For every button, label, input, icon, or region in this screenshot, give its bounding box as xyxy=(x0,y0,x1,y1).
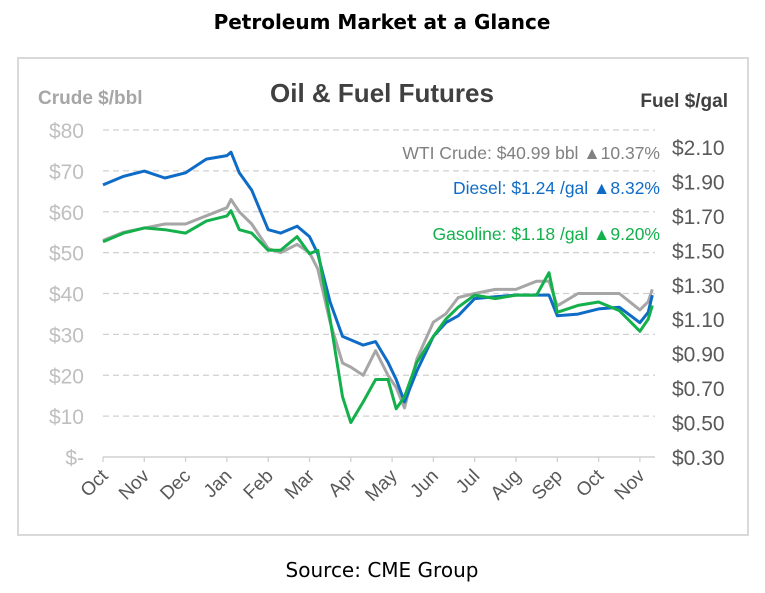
legend-label: Gasoline: xyxy=(433,224,512,244)
left-tick-label: $10 xyxy=(49,406,84,429)
source-note: Source: CME Group xyxy=(286,558,479,582)
right-tick-label: $0.50 xyxy=(672,413,725,436)
legend-price: $1.24 /gal xyxy=(511,178,593,198)
left-tick-label: $- xyxy=(65,447,84,470)
right-axis-title: Fuel $/gal xyxy=(640,91,728,112)
legend-change: ▲9.20% xyxy=(593,224,660,244)
right-tick-label: $2.10 xyxy=(672,137,725,160)
legend-price: $40.99 bbl xyxy=(497,143,584,163)
right-tick-label: $0.70 xyxy=(672,378,725,401)
legend-change: ▲10.37% xyxy=(583,143,660,163)
legend-change: ▲8.32% xyxy=(593,178,660,198)
left-tick-label: $30 xyxy=(49,324,84,347)
chart-frame xyxy=(17,57,749,536)
series-line-gasoline xyxy=(102,209,654,425)
legend-annotation: Gasoline: $1.18 /gal ▲9.20% xyxy=(433,224,660,244)
right-tick-label: $0.90 xyxy=(672,344,725,367)
series-line-diesel xyxy=(102,150,654,404)
left-tick-label: $50 xyxy=(49,243,84,266)
legend-label: WTI Crude: xyxy=(402,143,496,163)
left-tick-label: $60 xyxy=(49,202,84,225)
page-title: Petroleum Market at a Glance xyxy=(214,10,551,34)
right-tick-label: $0.30 xyxy=(672,447,725,470)
left-tick-label: $70 xyxy=(49,161,84,184)
left-axis-title: Crude $/bbl xyxy=(38,88,143,109)
legend-label: Diesel: xyxy=(453,178,511,198)
right-tick-label: $1.50 xyxy=(672,240,725,263)
legend-annotation: WTI Crude: $40.99 bbl ▲10.37% xyxy=(402,143,660,163)
legend-price: $1.18 /gal xyxy=(511,224,593,244)
left-tick-label: $20 xyxy=(49,365,84,388)
right-tick-label: $1.10 xyxy=(672,309,725,332)
legend-annotation: Diesel: $1.24 /gal ▲8.32% xyxy=(453,178,660,198)
left-tick-label: $40 xyxy=(49,284,84,307)
chart-title: Oil & Fuel Futures xyxy=(270,78,494,108)
right-tick-label: $1.70 xyxy=(672,206,725,229)
right-tick-label: $1.90 xyxy=(672,171,725,194)
left-tick-label: $80 xyxy=(49,120,84,143)
right-tick-label: $1.30 xyxy=(672,275,725,298)
